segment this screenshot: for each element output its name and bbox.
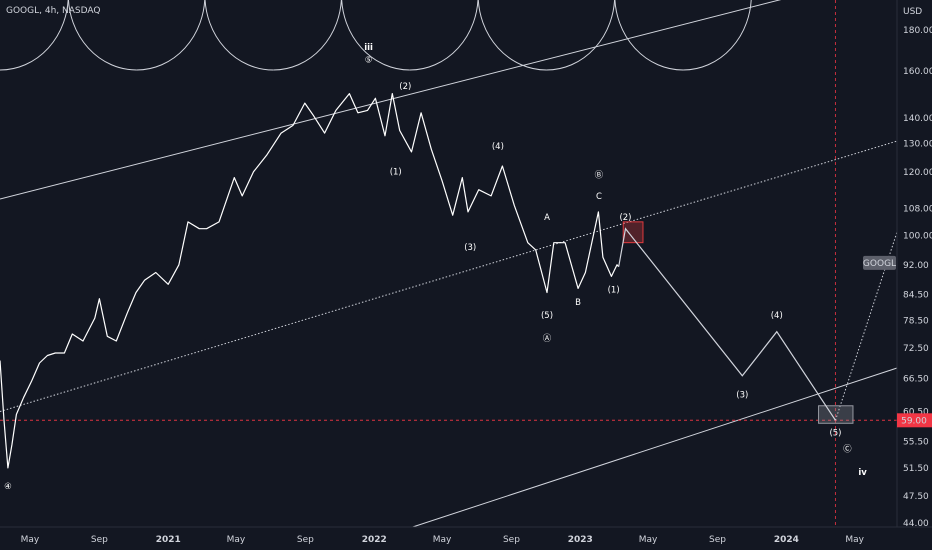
price-tick-label: 72.50 — [903, 344, 929, 354]
price-tick-label: 120.00 — [903, 168, 932, 178]
price-tick-label: 140.00 — [903, 114, 932, 124]
symbol-tag-label: GOOGL — [863, 259, 896, 269]
time-tick-label: Sep — [503, 535, 520, 545]
price-tick-label: 66.50 — [903, 374, 929, 384]
cycle-arc — [273, 0, 342, 71]
wave-label: ④ — [4, 482, 12, 492]
wave-label: (2) — [619, 213, 631, 223]
price-tick-label: 78.50 — [903, 316, 929, 326]
time-tick-label: May — [433, 535, 452, 545]
symbol-title: GOOGL, 4h, NASDAQ — [6, 6, 101, 16]
wave-label: (2) — [399, 82, 411, 92]
wave-label: C — [596, 192, 602, 202]
trendline-upper-channel — [0, 0, 782, 200]
wave-label: ⑤ — [365, 55, 373, 65]
time-tick-label: May — [21, 535, 40, 545]
price-tick-label: 84.50 — [903, 291, 929, 301]
price-tick-label: 160.00 — [903, 67, 932, 77]
price-tick-label: 51.50 — [903, 464, 929, 474]
resistance-zone — [622, 221, 644, 244]
zone-boxes — [622, 221, 854, 424]
wave-label: (4) — [771, 311, 783, 321]
price-tick-label: 55.50 — [903, 438, 929, 448]
cycle-arc — [0, 0, 69, 71]
wave-label: Ⓐ — [543, 334, 552, 344]
time-tick-label: 2024 — [774, 535, 799, 545]
cycle-arc — [614, 0, 684, 71]
wave-label: iv — [858, 468, 867, 478]
trendline-middle-channel — [0, 140, 898, 412]
time-tick-label: 2023 — [568, 535, 593, 545]
target-zone — [818, 405, 854, 424]
cycle-arc — [204, 0, 274, 71]
time-tick-label: Sep — [91, 535, 108, 545]
cycle-arc — [136, 0, 206, 71]
wave-label: (3) — [736, 390, 748, 400]
wave-label: A — [544, 213, 550, 223]
time-tick-label: Sep — [709, 535, 726, 545]
time-tick-label: May — [227, 535, 246, 545]
wave-label: (1) — [608, 285, 620, 295]
price-series — [0, 92, 837, 469]
time-tick-label: Sep — [297, 535, 314, 545]
wave-label: (5) — [829, 428, 841, 438]
price-tick-label: 130.00 — [903, 140, 932, 150]
symbol-tag — [863, 255, 896, 270]
price-axis-currency: USD — [903, 7, 922, 17]
time-tick-label: May — [639, 535, 658, 545]
cycle-arcs — [0, 0, 752, 71]
time-tick-label: 2022 — [362, 535, 387, 545]
price-tick-label: 180.00 — [903, 26, 932, 36]
trendline-lower-channel — [412, 367, 898, 528]
cycle-arc — [683, 0, 752, 71]
wave-label: iii — [364, 43, 373, 53]
wave-label: (3) — [464, 243, 476, 253]
time-axis[interactable]: May Sep 2021 May Sep 2022 May Sep 2023 May Sep 2024… — [0, 526, 932, 545]
cycle-arc — [341, 0, 410, 71]
price-tick-label: 60.50 — [903, 408, 929, 418]
price-tick-label: 100.00 — [903, 232, 932, 242]
price-tick-label: 47.50 — [903, 492, 929, 502]
price-axis[interactable]: USD 180.00 160.00 140.00 130.00 120.00 108.00… — [896, 0, 932, 529]
wave-label: (1) — [390, 168, 402, 178]
time-tick-label: 2021 — [156, 535, 181, 545]
cycle-arc — [546, 0, 616, 71]
price-tick-label: 44.00 — [903, 519, 929, 529]
price-tick-label: 92.00 — [903, 261, 929, 271]
cycle-arc — [68, 0, 137, 71]
price-markers: 59.00 GOOGL — [863, 255, 932, 428]
cycle-arc — [477, 0, 547, 71]
current-price-tag — [897, 413, 932, 428]
cycle-arc — [409, 0, 479, 71]
time-tick-label: May — [845, 535, 864, 545]
price-tick-label: 108.00 — [903, 205, 932, 215]
wave-label: Ⓑ — [595, 171, 604, 181]
projection-path — [618, 227, 837, 421]
price-line-googl — [0, 92, 620, 469]
current-price-label: 59.00 — [901, 416, 927, 426]
wave-label: B — [575, 298, 581, 308]
wave-label: (4) — [492, 142, 504, 152]
wave-label: Ⓒ — [843, 444, 852, 454]
wave-label: (5) — [541, 311, 553, 321]
